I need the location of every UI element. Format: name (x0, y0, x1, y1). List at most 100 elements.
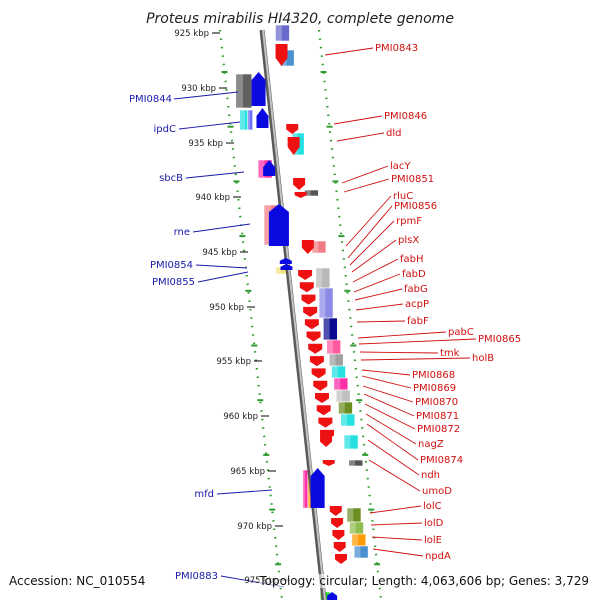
tick-label: 965 kbp (230, 467, 265, 477)
feature-block-shade (344, 435, 351, 449)
leader-line-right-23 (365, 413, 417, 445)
gene-label-sbcB[interactable]: sbcB (159, 173, 183, 184)
tick-965kbp: 965 kbp (230, 467, 276, 477)
tick-955kbp: 955 kbp (216, 357, 262, 367)
reverse-gene-arrow-21 (309, 356, 324, 367)
reverse-gene-arrow-18 (304, 319, 319, 330)
gene-label-PMI0870[interactable]: PMI0870 (415, 397, 458, 408)
tick-930kbp: 930 kbp (181, 84, 227, 94)
leader-line-right-30 (372, 548, 424, 557)
gene-label-PMI0883[interactable]: PMI0883 (175, 571, 218, 582)
leader-line-right-13 (356, 320, 406, 323)
feature-block-shade (351, 534, 359, 546)
gene-label-lolC[interactable]: lolC (423, 501, 442, 512)
leader-line-left-3 (192, 223, 251, 233)
gene-label-fabF[interactable]: fabF (407, 316, 429, 327)
forward-gene-arrow-5 (280, 264, 293, 270)
feature-block-shade (247, 110, 250, 130)
gene-label-fabG[interactable]: fabG (404, 284, 428, 295)
gene-label-PMI0869[interactable]: PMI0869 (413, 383, 456, 394)
gene-label-rne[interactable]: rne (174, 227, 190, 238)
reverse-gene-arrow-17 (303, 306, 318, 317)
feature-track (235, 24, 369, 600)
leader-line-right-18 (361, 369, 411, 376)
tick-track (218, 29, 383, 600)
gene-label-lacY[interactable]: lacY (390, 161, 411, 172)
gene-label-PMI0868[interactable]: PMI0868 (412, 370, 455, 381)
gene-label-ipdC[interactable]: ipdC (154, 124, 176, 135)
forward-gene-arrow-6 (310, 468, 325, 508)
leader-line-right-1 (333, 115, 383, 125)
gene-label-lolE[interactable]: lolE (424, 535, 442, 546)
tick-label: 945 kbp (202, 248, 237, 258)
gene-label-PMI0865[interactable]: PMI0865 (478, 334, 521, 345)
feature-block-shade (302, 470, 306, 508)
leader-line-right-26 (368, 459, 421, 492)
tick-960kbp: 960 kbp (223, 412, 269, 422)
reverse-gene-arrow-15 (299, 282, 314, 293)
gene-label-holB[interactable]: holB (472, 353, 494, 364)
feature-block-shade (311, 241, 319, 253)
gene-label-dld[interactable]: dld (386, 128, 401, 139)
gene-label-fabH[interactable]: fabH (400, 254, 424, 265)
tick-935kbp: 935 kbp (188, 139, 234, 149)
gene-label-PMI0851[interactable]: PMI0851 (391, 174, 434, 185)
tick-label: 935 kbp (188, 139, 223, 149)
gene-label-npdA[interactable]: npdA (425, 551, 451, 562)
reverse-gene-arrow-20 (308, 343, 323, 354)
leader-line-right-21 (363, 393, 415, 417)
genome-backbone-highlight (262, 29, 326, 600)
gene-label-PMI0856[interactable]: PMI0856 (394, 201, 437, 212)
gene-label-PMI0854[interactable]: PMI0854 (150, 260, 193, 271)
feature-block-22 (348, 459, 364, 467)
gene-label-PMI0844[interactable]: PMI0844 (129, 94, 172, 105)
feature-block-21 (343, 434, 359, 450)
feature-block-shade (275, 267, 282, 274)
leader-line-right-22 (364, 403, 416, 430)
tick-label: 950 kbp (209, 303, 244, 313)
gene-label-rluC[interactable]: rluC (393, 191, 413, 202)
feature-block-shade (235, 74, 243, 108)
gene-label-mfd[interactable]: mfd (194, 489, 214, 500)
reverse-gene-arrow-11 (293, 178, 306, 190)
gene-label-tmk[interactable]: tmk (440, 348, 460, 359)
gene-label-nagZ[interactable]: nagZ (418, 439, 444, 450)
tick-950kbp: 950 kbp (209, 303, 255, 313)
leader-line-right-25 (367, 439, 420, 476)
gene-label-PMI0846[interactable]: PMI0846 (384, 111, 427, 122)
gene-label-plsX[interactable]: plsX (398, 235, 419, 246)
feature-block-shade (258, 160, 265, 178)
feature-block-shade (346, 508, 354, 522)
gene-label-PMI0843[interactable]: PMI0843 (375, 43, 418, 54)
gene-label-acpP[interactable]: acpP (405, 299, 429, 310)
feature-block-shade (315, 268, 323, 288)
feature-block-shade (326, 340, 334, 354)
gene-label-ndh[interactable]: ndh (421, 470, 440, 481)
leader-line-right-5 (345, 195, 392, 247)
leader-line-right-6 (347, 205, 393, 259)
tick-label: 940 kbp (195, 193, 230, 203)
forward-gene-arrow-4 (279, 258, 292, 264)
gene-label-fabD[interactable]: fabD (402, 269, 426, 280)
leader-line-right-0 (324, 47, 374, 56)
tick-label: 960 kbp (223, 412, 258, 422)
gene-label-lolD[interactable]: lolD (424, 518, 444, 529)
leader-line-right-2 (336, 132, 385, 142)
gene-label-umoD[interactable]: umoD (422, 486, 452, 497)
leader-line-left-5 (197, 271, 249, 283)
gene-label-rpmF[interactable]: rpmF (396, 216, 422, 227)
gene-label-PMI0872[interactable]: PMI0872 (417, 424, 460, 435)
gene-label-PMI0871[interactable]: PMI0871 (416, 411, 459, 422)
leader-line-right-9 (352, 258, 399, 283)
reverse-gene-arrow-34 (334, 554, 347, 564)
leader-line-right-4 (343, 178, 390, 193)
gene-label-pabC[interactable]: pabC (448, 327, 474, 338)
reverse-gene-arrow-32 (332, 530, 345, 540)
gene-label-PMI0855[interactable]: PMI0855 (152, 277, 195, 288)
reverse-gene-arrow-19 (306, 331, 321, 342)
feature-block-shade (340, 414, 348, 426)
leader-line-right-3 (341, 165, 389, 184)
gene-label-PMI0874[interactable]: PMI0874 (420, 455, 463, 466)
feature-block-shade (264, 205, 272, 245)
